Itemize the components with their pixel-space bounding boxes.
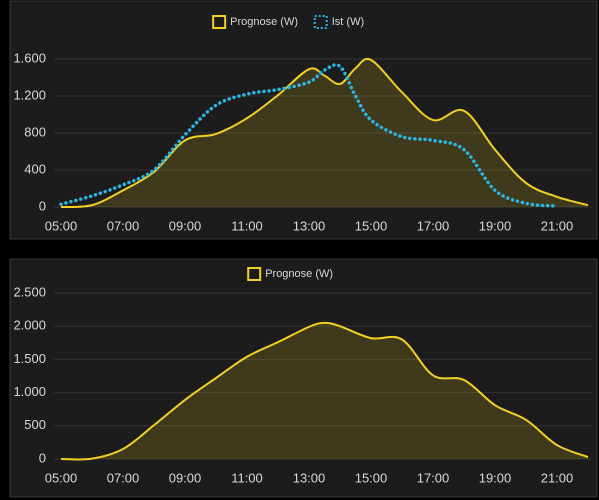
x-tick-label: 17:00 [417,470,450,485]
x-tick-label: 15:00 [355,218,388,233]
x-tick-label: 15:00 [355,470,388,485]
series-line [60,321,589,461]
y-tick-label: 800 [24,124,46,139]
y-tick-label: 1.500 [13,351,46,366]
series-line [59,63,559,208]
y-tick-label: 0 [39,198,46,213]
chart-panel [9,258,598,498]
x-tick-label: 21:00 [541,470,574,485]
legend-swatch [247,267,262,281]
x-tick-label: 19:00 [479,218,512,233]
legend-label: Prognose (W) [230,16,298,28]
y-tick-label: 400 [24,161,46,176]
x-tick-label: 21:00 [541,218,574,233]
x-tick-label: 07:00 [107,218,140,233]
x-tick-label: 09:00 [169,470,202,485]
legend-swatch [313,15,328,29]
x-tick-label: 05:00 [45,470,78,485]
x-tick-label: 05:00 [45,218,78,233]
x-tick-label: 19:00 [479,470,512,485]
y-tick-label: 2.500 [13,284,46,299]
x-tick-label: 11:00 [231,218,263,233]
y-tick-label: 2.000 [13,318,46,333]
legend-label: Ist (W) [332,16,364,28]
y-tick-label: 1.200 [13,87,46,102]
area [61,322,588,460]
legend-label: Prognose (W) [265,268,333,280]
y-tick-label: 500 [24,417,46,432]
x-tick-label: 13:00 [293,218,326,233]
legend-swatch [212,15,227,29]
x-tick-label: 07:00 [107,470,140,485]
y-tick-label: 1.600 [13,50,46,65]
x-tick-label: 17:00 [417,218,450,233]
area [61,58,588,208]
x-tick-label: 09:00 [169,218,202,233]
y-tick-label: 1.000 [13,384,46,399]
x-tick-label: 11:00 [231,470,263,485]
x-tick-label: 13:00 [293,470,326,485]
y-tick-label: 0 [39,450,46,465]
